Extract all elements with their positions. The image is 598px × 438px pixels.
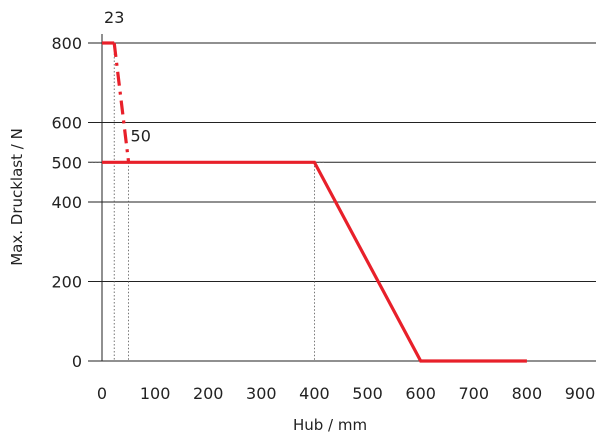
- x-tick-label-600: 600: [405, 384, 436, 403]
- y-tick-label-500: 500: [51, 153, 82, 172]
- annotation-50: 50: [131, 126, 151, 145]
- series-layer: [102, 41, 527, 363]
- annotation-23: 23: [104, 8, 124, 27]
- x-tick-label-700: 700: [459, 384, 490, 403]
- y-tick-label-400: 400: [51, 193, 82, 212]
- y-axis-title: Max. Drucklast / N: [8, 128, 26, 266]
- annotations-layer: 23 50: [104, 8, 151, 145]
- x-tick-label-900: 900: [565, 384, 596, 403]
- series-line-2: [112, 42, 131, 163]
- x-tick-label-300: 300: [246, 384, 277, 403]
- tick-labels-layer: 0 100 200 300 400 500 600 700 800 900 0 200 400 500 60…: [51, 34, 595, 403]
- x-tick-label-800: 800: [512, 384, 543, 403]
- x-axis-title: Hub / mm: [293, 416, 367, 434]
- y-tick-label-600: 600: [51, 114, 82, 133]
- y-tick-label-200: 200: [51, 273, 82, 292]
- x-tick-label-200: 200: [193, 384, 224, 403]
- x-tick-label-500: 500: [352, 384, 383, 403]
- x-tick-label-100: 100: [140, 384, 171, 403]
- x-tick-label-0: 0: [97, 384, 107, 403]
- x-tick-label-400: 400: [299, 384, 330, 403]
- grid-layer: [88, 42, 596, 362]
- y-tick-label-0: 0: [72, 352, 82, 371]
- series-line-3: [102, 160, 527, 363]
- y-tick-label-800: 800: [51, 34, 82, 53]
